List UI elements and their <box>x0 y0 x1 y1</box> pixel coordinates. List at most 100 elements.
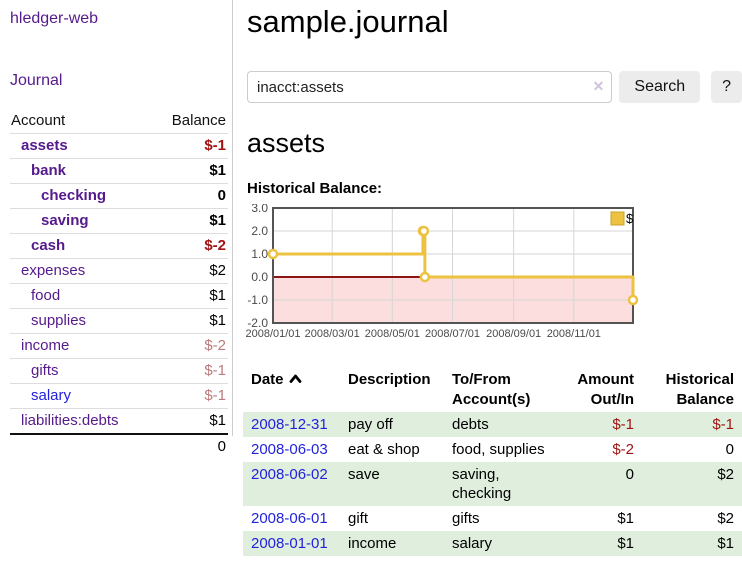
account-link[interactable]: assets <box>21 137 68 154</box>
account-balance: $1 <box>209 412 226 429</box>
register-header-date[interactable]: Date <box>243 368 340 412</box>
register-row: 2008-06-02 save saving, checking 0 $2 <box>243 462 742 506</box>
svg-text:2.0: 2.0 <box>251 224 268 238</box>
chart-title: Historical Balance: <box>247 180 383 197</box>
account-balance: $1 <box>209 287 226 304</box>
transaction-balance: $-1 <box>712 416 734 433</box>
sort-ascending-icon <box>289 370 302 390</box>
account-row: liabilities:debts $1 <box>10 408 228 434</box>
account-link[interactable]: saving <box>41 212 89 229</box>
transaction-balance: $1 <box>717 535 734 552</box>
transaction-date-link[interactable]: 2008-06-01 <box>251 510 328 527</box>
transaction-amount: $1 <box>617 535 634 552</box>
register-header-amount: Amount Out/In <box>577 371 634 408</box>
account-link[interactable]: gifts <box>31 362 59 379</box>
nav-journal-link[interactable]: Journal <box>10 72 63 89</box>
account-balance: $1 <box>209 162 226 179</box>
main-content: sample.journal ✕ Search ? assets Histori… <box>243 0 742 556</box>
register-row: 2008-06-03 eat & shop food, supplies $-2 0 <box>243 437 742 462</box>
svg-text:3.0: 3.0 <box>251 204 268 215</box>
account-row: saving $1 <box>10 208 228 234</box>
account-row: checking 0 <box>10 183 228 209</box>
register-header-accounts: To/From Account(s) <box>452 371 531 408</box>
transaction-accounts: food, supplies <box>452 441 545 458</box>
transaction-date-link[interactable]: 2008-01-01 <box>251 535 328 552</box>
transaction-description: gift <box>348 510 369 527</box>
clear-search-icon[interactable]: ✕ <box>592 78 605 94</box>
transaction-amount: $-1 <box>612 416 634 433</box>
account-row: salary $-1 <box>10 383 228 409</box>
legend-swatch <box>610 211 625 226</box>
transaction-date-link[interactable]: 2008-06-03 <box>251 441 328 458</box>
account-balance: 0 <box>217 187 226 204</box>
accounts-total-row: 0 <box>10 433 228 459</box>
account-heading: assets <box>247 128 326 158</box>
svg-text:2008/03/01: 2008/03/01 <box>305 328 360 340</box>
accounts-balance-table: Account Balance assets $-1 bank $1 checking 0… <box>10 109 228 459</box>
transaction-balance: $2 <box>717 466 734 483</box>
search-button[interactable]: Search <box>619 71 701 103</box>
transaction-accounts: saving, checking <box>452 466 512 502</box>
account-link[interactable]: expenses <box>21 262 86 279</box>
account-link[interactable]: cash <box>31 237 66 254</box>
account-row: assets $-1 <box>10 133 228 159</box>
svg-text:2008/07/01: 2008/07/01 <box>425 328 480 340</box>
transaction-balance: 0 <box>725 441 734 458</box>
transaction-balance: $2 <box>717 510 734 527</box>
account-link[interactable]: bank <box>31 162 67 179</box>
accounts-total-value: 0 <box>153 433 228 459</box>
account-balance: $-1 <box>204 137 226 154</box>
accounts-col-header: Account <box>11 112 66 129</box>
svg-text:0.0: 0.0 <box>251 270 268 284</box>
sidebar: hledger-web Journal Account Balance asse… <box>0 0 233 459</box>
register-header-description: Description <box>348 371 431 388</box>
register-table: Date Description To/From Account(s) Amou… <box>243 368 742 556</box>
transaction-date-link[interactable]: 2008-12-31 <box>251 416 328 433</box>
register-row: 2008-01-01 income salary $1 $1 <box>243 531 742 556</box>
account-row: cash $-2 <box>10 233 228 259</box>
transaction-amount: $-2 <box>612 441 634 458</box>
account-balance: $1 <box>209 212 226 229</box>
transaction-amount: $1 <box>617 510 634 527</box>
transaction-accounts: debts <box>452 416 489 433</box>
svg-text:2008/11/01: 2008/11/01 <box>547 328 601 340</box>
historical-balance-chart: 3.0 2.0 1.0 0.0 -1.0 -2.0 2008/01/01 2008/03/01… <box>243 201 742 354</box>
account-balance: $-1 <box>204 387 226 404</box>
transaction-description: save <box>348 466 380 483</box>
transaction-amount: 0 <box>625 466 634 483</box>
transaction-description: income <box>348 535 397 552</box>
transaction-accounts: salary <box>452 535 493 552</box>
page-title: sample.journal <box>247 4 449 39</box>
account-link[interactable]: liabilities:debts <box>21 412 119 429</box>
account-balance: $-2 <box>204 337 226 354</box>
svg-text:-1.0: -1.0 <box>247 293 268 307</box>
account-row: supplies $1 <box>10 308 228 334</box>
transaction-date-link[interactable]: 2008-06-02 <box>251 466 328 483</box>
search-input[interactable] <box>247 71 613 103</box>
transaction-description: pay off <box>348 416 393 433</box>
svg-text:2008/01/01: 2008/01/01 <box>245 328 300 340</box>
search-bar: ✕ Search ? <box>247 71 742 103</box>
account-link[interactable]: checking <box>41 187 107 204</box>
svg-text:2008/05/01: 2008/05/01 <box>365 328 420 340</box>
app-brand[interactable]: hledger-web <box>10 10 99 27</box>
svg-text:1.0: 1.0 <box>251 247 268 261</box>
transaction-description: eat & shop <box>348 441 420 458</box>
account-balance: $2 <box>209 262 226 279</box>
account-link[interactable]: supplies <box>31 312 87 329</box>
transaction-accounts: gifts <box>452 510 480 527</box>
register-row: 2008-06-01 gift gifts $1 $2 <box>243 506 742 531</box>
account-row: income $-2 <box>10 333 228 359</box>
account-link[interactable]: salary <box>31 387 72 404</box>
account-link[interactable]: food <box>31 287 61 304</box>
legend-label: $ <box>626 211 634 226</box>
account-balance: $-2 <box>204 237 226 254</box>
account-row: food $1 <box>10 283 228 309</box>
register-row: 2008-12-31 pay off debts $-1 $-1 <box>243 412 742 437</box>
account-row: bank $1 <box>10 158 228 184</box>
help-button[interactable]: ? <box>711 71 742 103</box>
svg-text:-2.0: -2.0 <box>247 316 268 330</box>
svg-text:2008/09/01: 2008/09/01 <box>486 328 541 340</box>
account-row: expenses $2 <box>10 258 228 284</box>
account-link[interactable]: income <box>21 337 70 354</box>
